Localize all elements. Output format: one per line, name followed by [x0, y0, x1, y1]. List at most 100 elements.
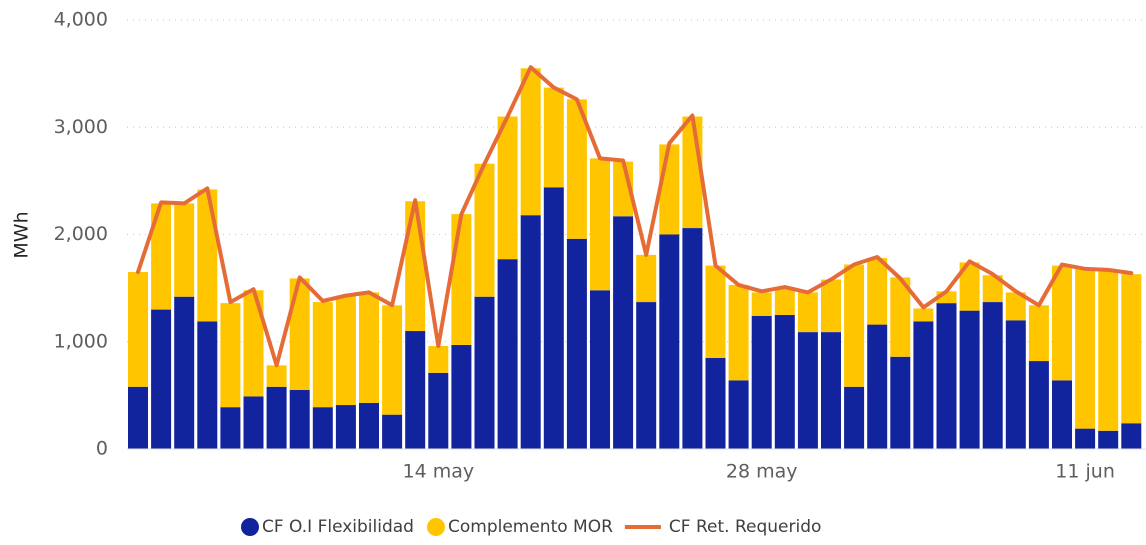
- legend-label: Complemento MOR: [448, 517, 613, 537]
- bar-segment: [982, 302, 1003, 449]
- bar-segment: [821, 332, 841, 449]
- bar-segment: [797, 292, 818, 333]
- bar-segment: [590, 290, 610, 449]
- bar-segment: [705, 265, 726, 358]
- bar-segment: [428, 346, 449, 373]
- bar-segment: [1098, 430, 1119, 449]
- bar-segment: [728, 380, 749, 449]
- bar-segment: [636, 254, 657, 303]
- x-tick-label: 11 jun: [1055, 461, 1115, 483]
- bar-segment: [913, 308, 934, 322]
- x-tick-label: 28 may: [726, 461, 798, 483]
- bar-segment: [243, 290, 264, 397]
- bar-segment: [1028, 361, 1049, 449]
- bar-segment: [497, 116, 518, 260]
- legend-label: CF Ret. Requerido: [669, 517, 821, 537]
- y-tick-label: 3,000: [54, 116, 108, 138]
- bar-segment: [1121, 274, 1142, 424]
- bar-segment: [867, 258, 888, 325]
- bar-segment: [174, 296, 195, 449]
- bar-segment: [451, 214, 472, 345]
- bar-segment: [682, 228, 703, 449]
- bar-segment: [659, 234, 680, 449]
- bar-segment: [659, 144, 680, 235]
- bar-segment: [890, 277, 911, 357]
- bar-segment: [566, 238, 587, 449]
- bar-segment: [520, 215, 541, 449]
- bar-segment: [1075, 428, 1096, 449]
- bar-segment: [1098, 269, 1119, 431]
- bar-segment: [774, 287, 795, 315]
- bar-segment: [774, 314, 795, 449]
- bar-segment: [797, 332, 818, 449]
- bar-segment: [197, 189, 218, 322]
- y-axis-label: MWh: [11, 211, 33, 258]
- bar-segment: [1121, 423, 1142, 449]
- bar-segment: [359, 292, 379, 403]
- bar-segment: [959, 310, 980, 449]
- bar-segment: [590, 158, 610, 291]
- bar-segment: [220, 407, 241, 449]
- bar-segment: [613, 216, 634, 449]
- bar-segment: [243, 396, 264, 449]
- bar-segment: [359, 402, 379, 449]
- bar-segment: [890, 356, 911, 449]
- bar-segment: [451, 344, 472, 449]
- bar-segment: [936, 303, 957, 449]
- bar-segment: [728, 284, 749, 381]
- legend-swatch: [241, 518, 259, 536]
- bar-segment: [751, 292, 772, 317]
- bar-segment: [1005, 320, 1026, 449]
- legend-swatch: [426, 518, 445, 536]
- bar-segment: [1005, 292, 1026, 321]
- bar-segment: [289, 390, 310, 449]
- bar-segment: [566, 99, 587, 239]
- bar-segment: [151, 203, 172, 310]
- legend: CF O.I Flexibilidad Complemento MOR CF Ret…: [241, 517, 821, 537]
- bar-segment: [821, 279, 841, 333]
- y-tick-label: 0: [96, 438, 108, 460]
- bar-segment: [1028, 305, 1049, 362]
- legend-label: CF O.I Flexibilidad: [262, 517, 414, 537]
- bar-segment: [636, 302, 657, 449]
- bar-segment: [405, 201, 426, 332]
- bar-segment: [1075, 268, 1096, 429]
- y-tick-label: 1,000: [54, 330, 108, 352]
- bar-segment: [751, 316, 772, 449]
- bar-segment: [312, 302, 333, 408]
- bar-segment: [844, 264, 865, 387]
- bar-segment: [867, 324, 888, 449]
- bar-segment: [474, 163, 495, 297]
- bar-segment: [428, 372, 449, 449]
- y-tick-label: 2,000: [54, 223, 108, 245]
- bar-segment: [982, 275, 1003, 303]
- bar-segment: [1052, 380, 1072, 449]
- bar-segment: [959, 262, 980, 311]
- bar-segment: [128, 272, 148, 387]
- bar-segment: [382, 414, 403, 449]
- bar-segment: [1052, 265, 1072, 381]
- bar-segment: [936, 291, 957, 304]
- bar-segment: [335, 295, 356, 406]
- y-tick-label: 4,000: [54, 9, 108, 31]
- bar-segment: [220, 303, 241, 408]
- bar-segment: [913, 321, 934, 449]
- bar-segment: [197, 321, 218, 449]
- bar-segment: [543, 87, 564, 188]
- bar-segment: [335, 405, 356, 449]
- x-tick-label: 14 may: [402, 461, 474, 483]
- bar-segment: [266, 365, 287, 387]
- line-series: [136, 65, 1134, 368]
- bar-segment: [266, 386, 287, 449]
- bar-segment: [520, 68, 541, 216]
- bar-segment: [705, 357, 726, 449]
- bar-segment: [497, 259, 518, 449]
- bar-segment: [312, 407, 333, 449]
- bar-segment: [405, 331, 426, 449]
- bar-segment: [151, 309, 172, 449]
- bar-segment: [543, 187, 564, 449]
- bar-segment: [174, 203, 195, 297]
- bar-segment: [382, 305, 403, 415]
- bar-segment: [474, 296, 495, 449]
